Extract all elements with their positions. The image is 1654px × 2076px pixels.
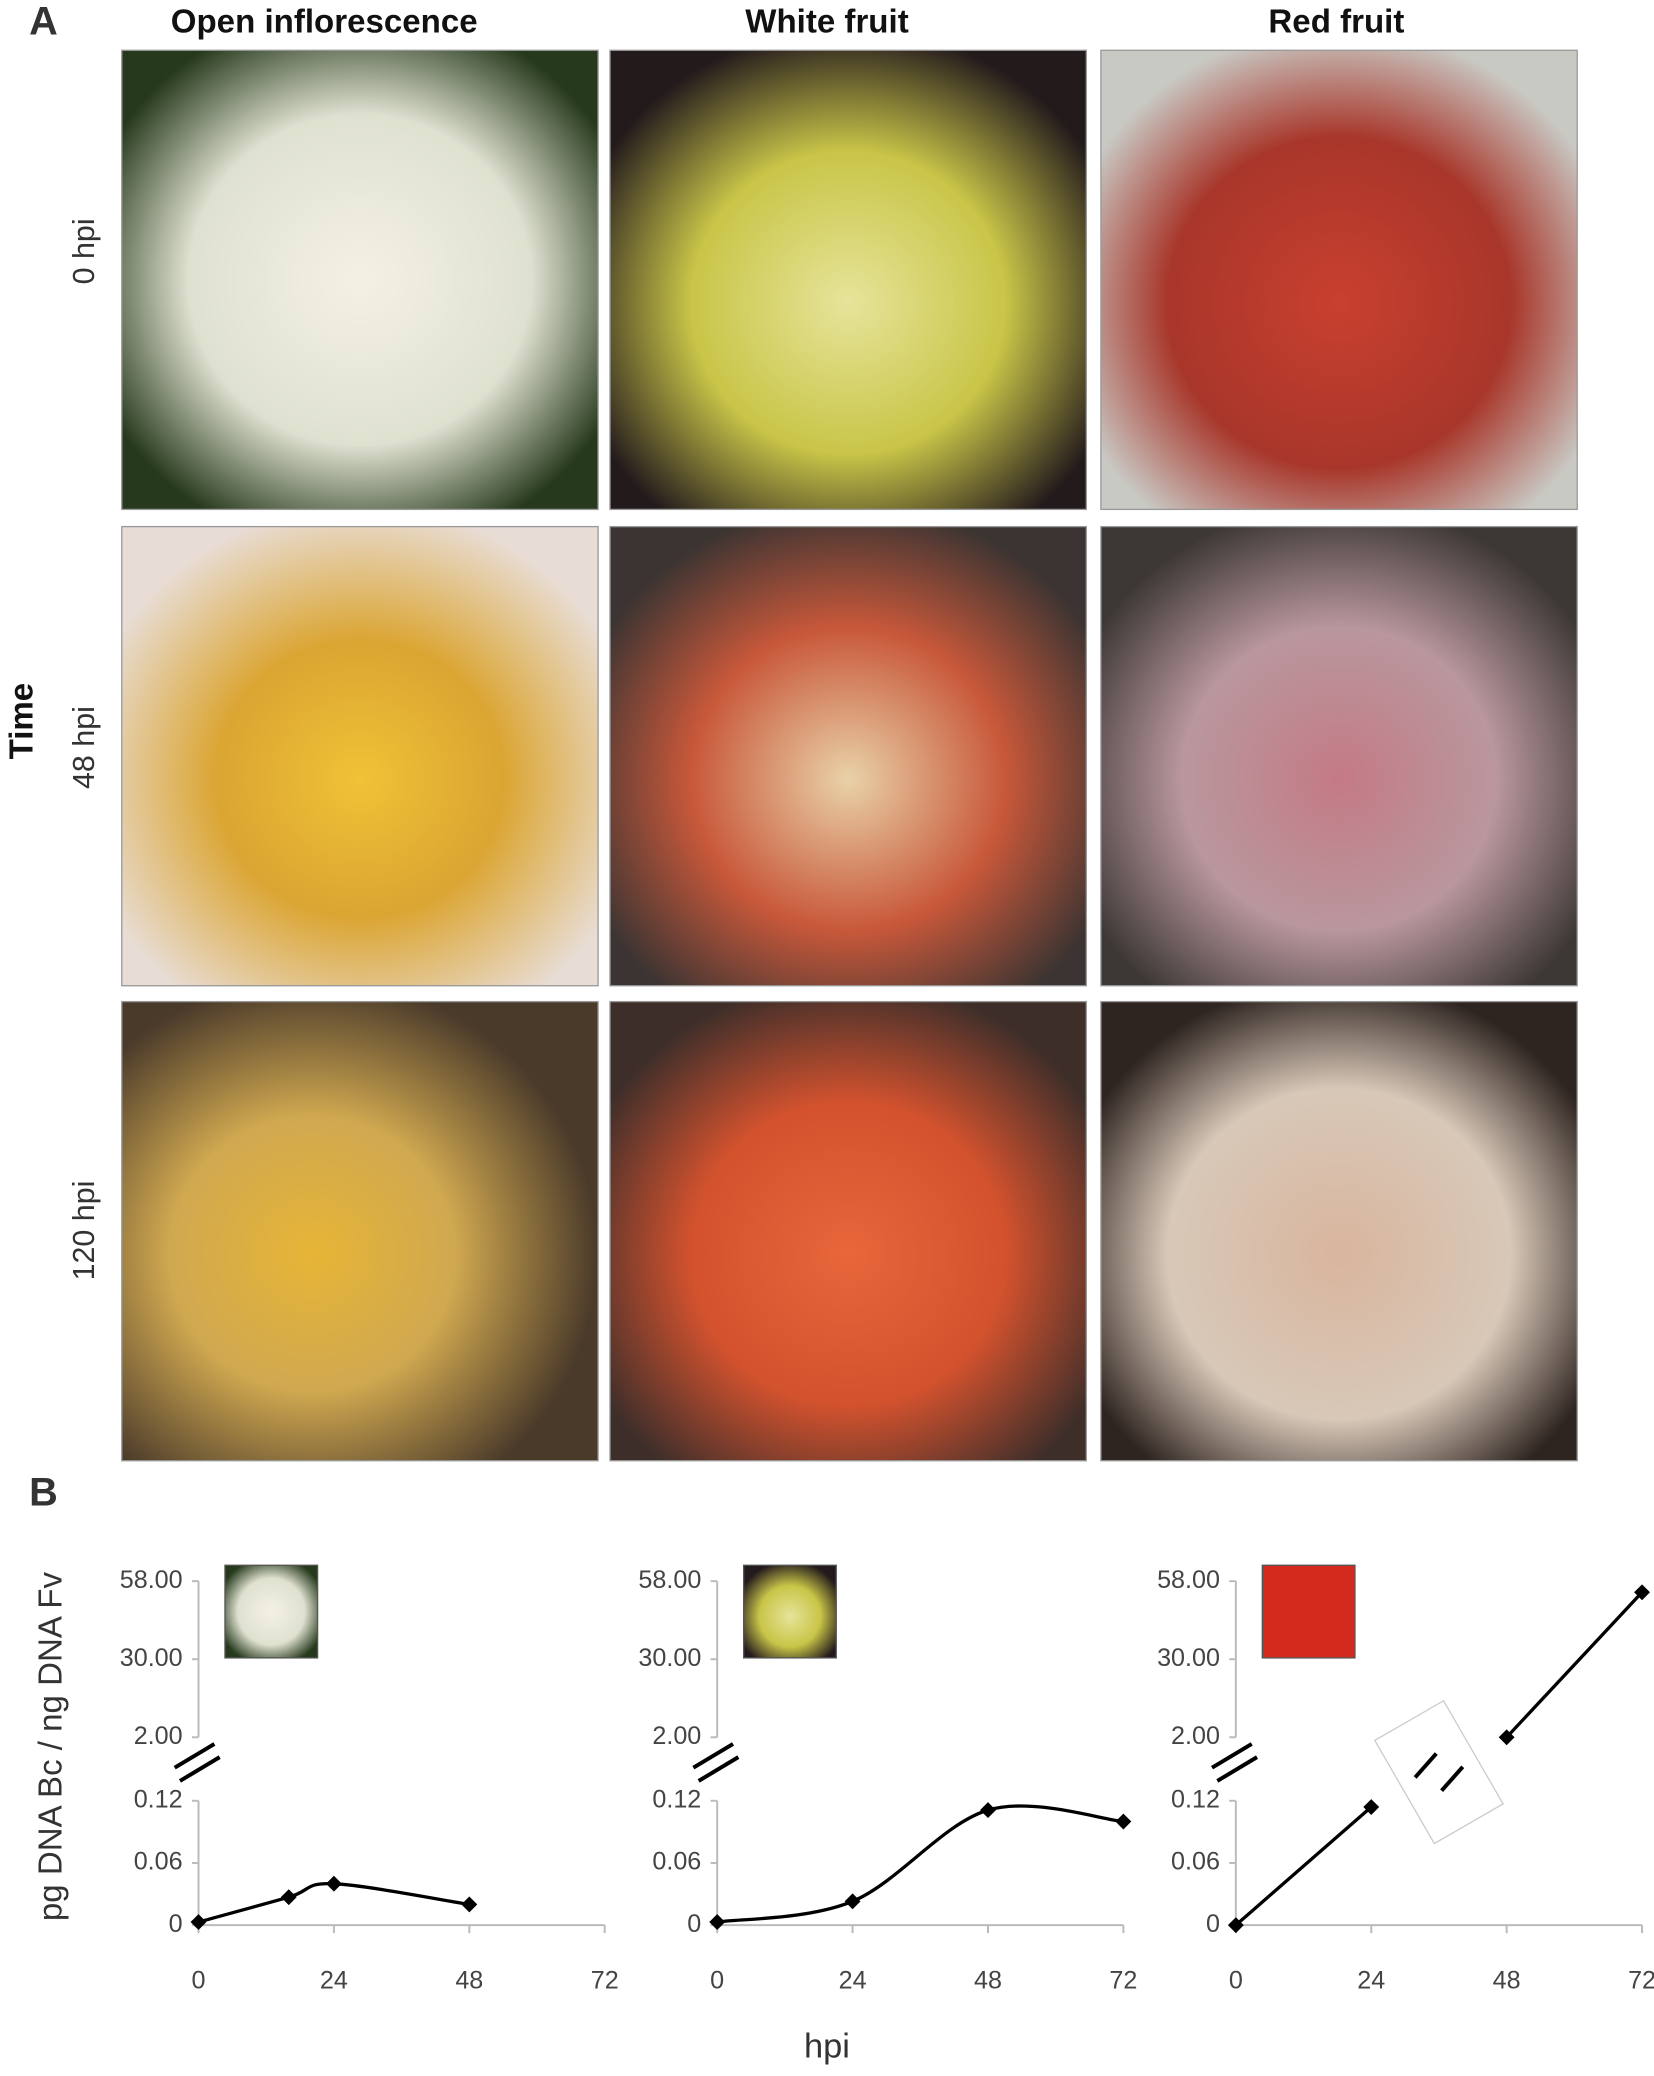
x-tick-label: 24 [320,1967,348,1995]
column-header: Open inflorescence [171,4,478,41]
photo [121,525,599,987]
row-label: 48 hpi [67,706,101,789]
marker [1227,1917,1244,1934]
y-tick-label: 0.06 [652,1848,701,1876]
y-tick-label: 0.12 [134,1785,183,1813]
x-tick-label: 24 [1357,1967,1385,1995]
break-box [1373,1699,1505,1845]
x-tick-label: 72 [1109,1967,1137,1995]
marker [280,1889,297,1906]
x-tick-label: 48 [1493,1967,1521,1995]
column-header: Red fruit [1268,4,1404,41]
photo [609,525,1087,987]
y-tick-label: 0.06 [1171,1848,1220,1876]
x-tick-label: 48 [455,1967,483,1995]
x-tick-label: 72 [591,1967,619,1995]
y-tick-label: 30.00 [1157,1644,1220,1672]
marker [325,1875,342,1892]
marker [461,1896,478,1913]
y-tick-label: 30.00 [120,1644,183,1672]
line [1234,1805,1373,1927]
marker [709,1914,726,1930]
photo [1100,49,1578,511]
x-axis-title: hpi [804,2027,850,2065]
x-tick-label: 0 [1229,1967,1243,1995]
y-tick-label: 0.12 [652,1785,701,1813]
marker [1115,1813,1132,1830]
photo [1100,525,1578,987]
marker [1498,1729,1515,1746]
y-axis-title: pg DNA Bc / ng DNA Fv [33,1572,70,1922]
photo [121,49,599,511]
row-label: 0 hpi [67,218,101,284]
marker [190,1914,207,1930]
row-label: 120 hpi [67,1181,101,1281]
x-tick-label: 24 [839,1967,867,1995]
y-tick-label: 58.00 [1157,1566,1220,1594]
thumbnail [742,1564,837,1659]
x-tick-label: 72 [1628,1967,1654,1995]
panel-label: B [29,1471,58,1515]
y-tick-label: 58.00 [120,1566,183,1594]
photo-grid [121,49,1578,1462]
y-tick-label: 0 [169,1910,183,1938]
break-mark [1413,1752,1465,1792]
axis-break [692,1742,740,1783]
y-tick-label: 2.00 [134,1722,183,1750]
panel-label: A [29,0,58,43]
y-tick-label: 30.00 [638,1644,701,1672]
y-tick-label: 0.06 [134,1848,183,1876]
axis-break [173,1742,221,1783]
charts: 0 0.06 0.12 2.00 30.00 58.00 0 24 48 72 0 0.06 0.12 2… [120,1564,1654,1995]
line [716,1804,1124,1924]
marker [844,1893,861,1910]
x-tick-label: 0 [710,1967,724,1995]
y-tick-label: 2.00 [652,1722,701,1750]
y-tick-label: 0 [687,1910,701,1938]
column-header: White fruit [745,4,908,41]
x-tick-label: 0 [192,1967,206,1995]
line [1505,1591,1644,1739]
axis-break [1211,1742,1259,1783]
photo [121,1000,599,1462]
marker [980,1802,996,1819]
y-tick-label: 0.12 [1171,1785,1220,1813]
y-tick-label: 2.00 [1171,1722,1220,1750]
photo [1100,1000,1578,1462]
line [198,1881,470,1924]
marker [1363,1799,1380,1815]
marker [1634,1584,1650,1601]
x-tick-label: 48 [974,1967,1002,1995]
y-tick-label: 0 [1206,1910,1220,1938]
photo [609,49,1087,511]
thumbnail [224,1564,319,1659]
y-tick-label: 58.00 [638,1566,701,1594]
thumbnail [1261,1564,1356,1659]
photo [609,1000,1087,1462]
rows-title: Time [4,683,41,760]
